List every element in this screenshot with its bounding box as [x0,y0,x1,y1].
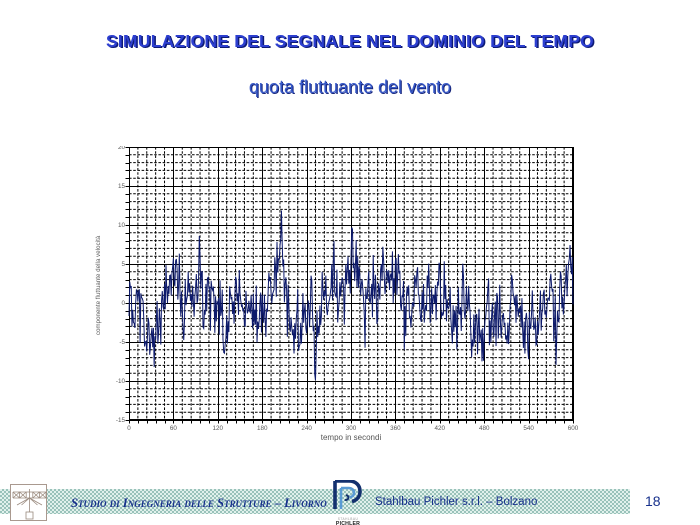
svg-text:480: 480 [479,425,490,432]
svg-text:20: 20 [118,146,126,151]
svg-text:180: 180 [257,425,268,432]
svg-text:0: 0 [121,300,125,307]
svg-text:600: 600 [568,425,579,432]
svg-text:420: 420 [435,425,446,432]
svg-text:540: 540 [523,425,534,432]
svg-text:0: 0 [127,425,131,432]
svg-text:15: 15 [118,183,126,190]
svg-text:10: 10 [118,222,126,229]
svg-text:300: 300 [346,425,357,432]
svg-text:240: 240 [301,425,312,432]
svg-text:-10: -10 [116,378,126,385]
svg-text:360: 360 [390,425,401,432]
svg-text:120: 120 [213,425,224,432]
svg-text:60: 60 [170,425,178,432]
svg-text:-5: -5 [119,339,125,346]
svg-text:-15: -15 [116,417,126,424]
svg-text:5: 5 [121,261,125,268]
